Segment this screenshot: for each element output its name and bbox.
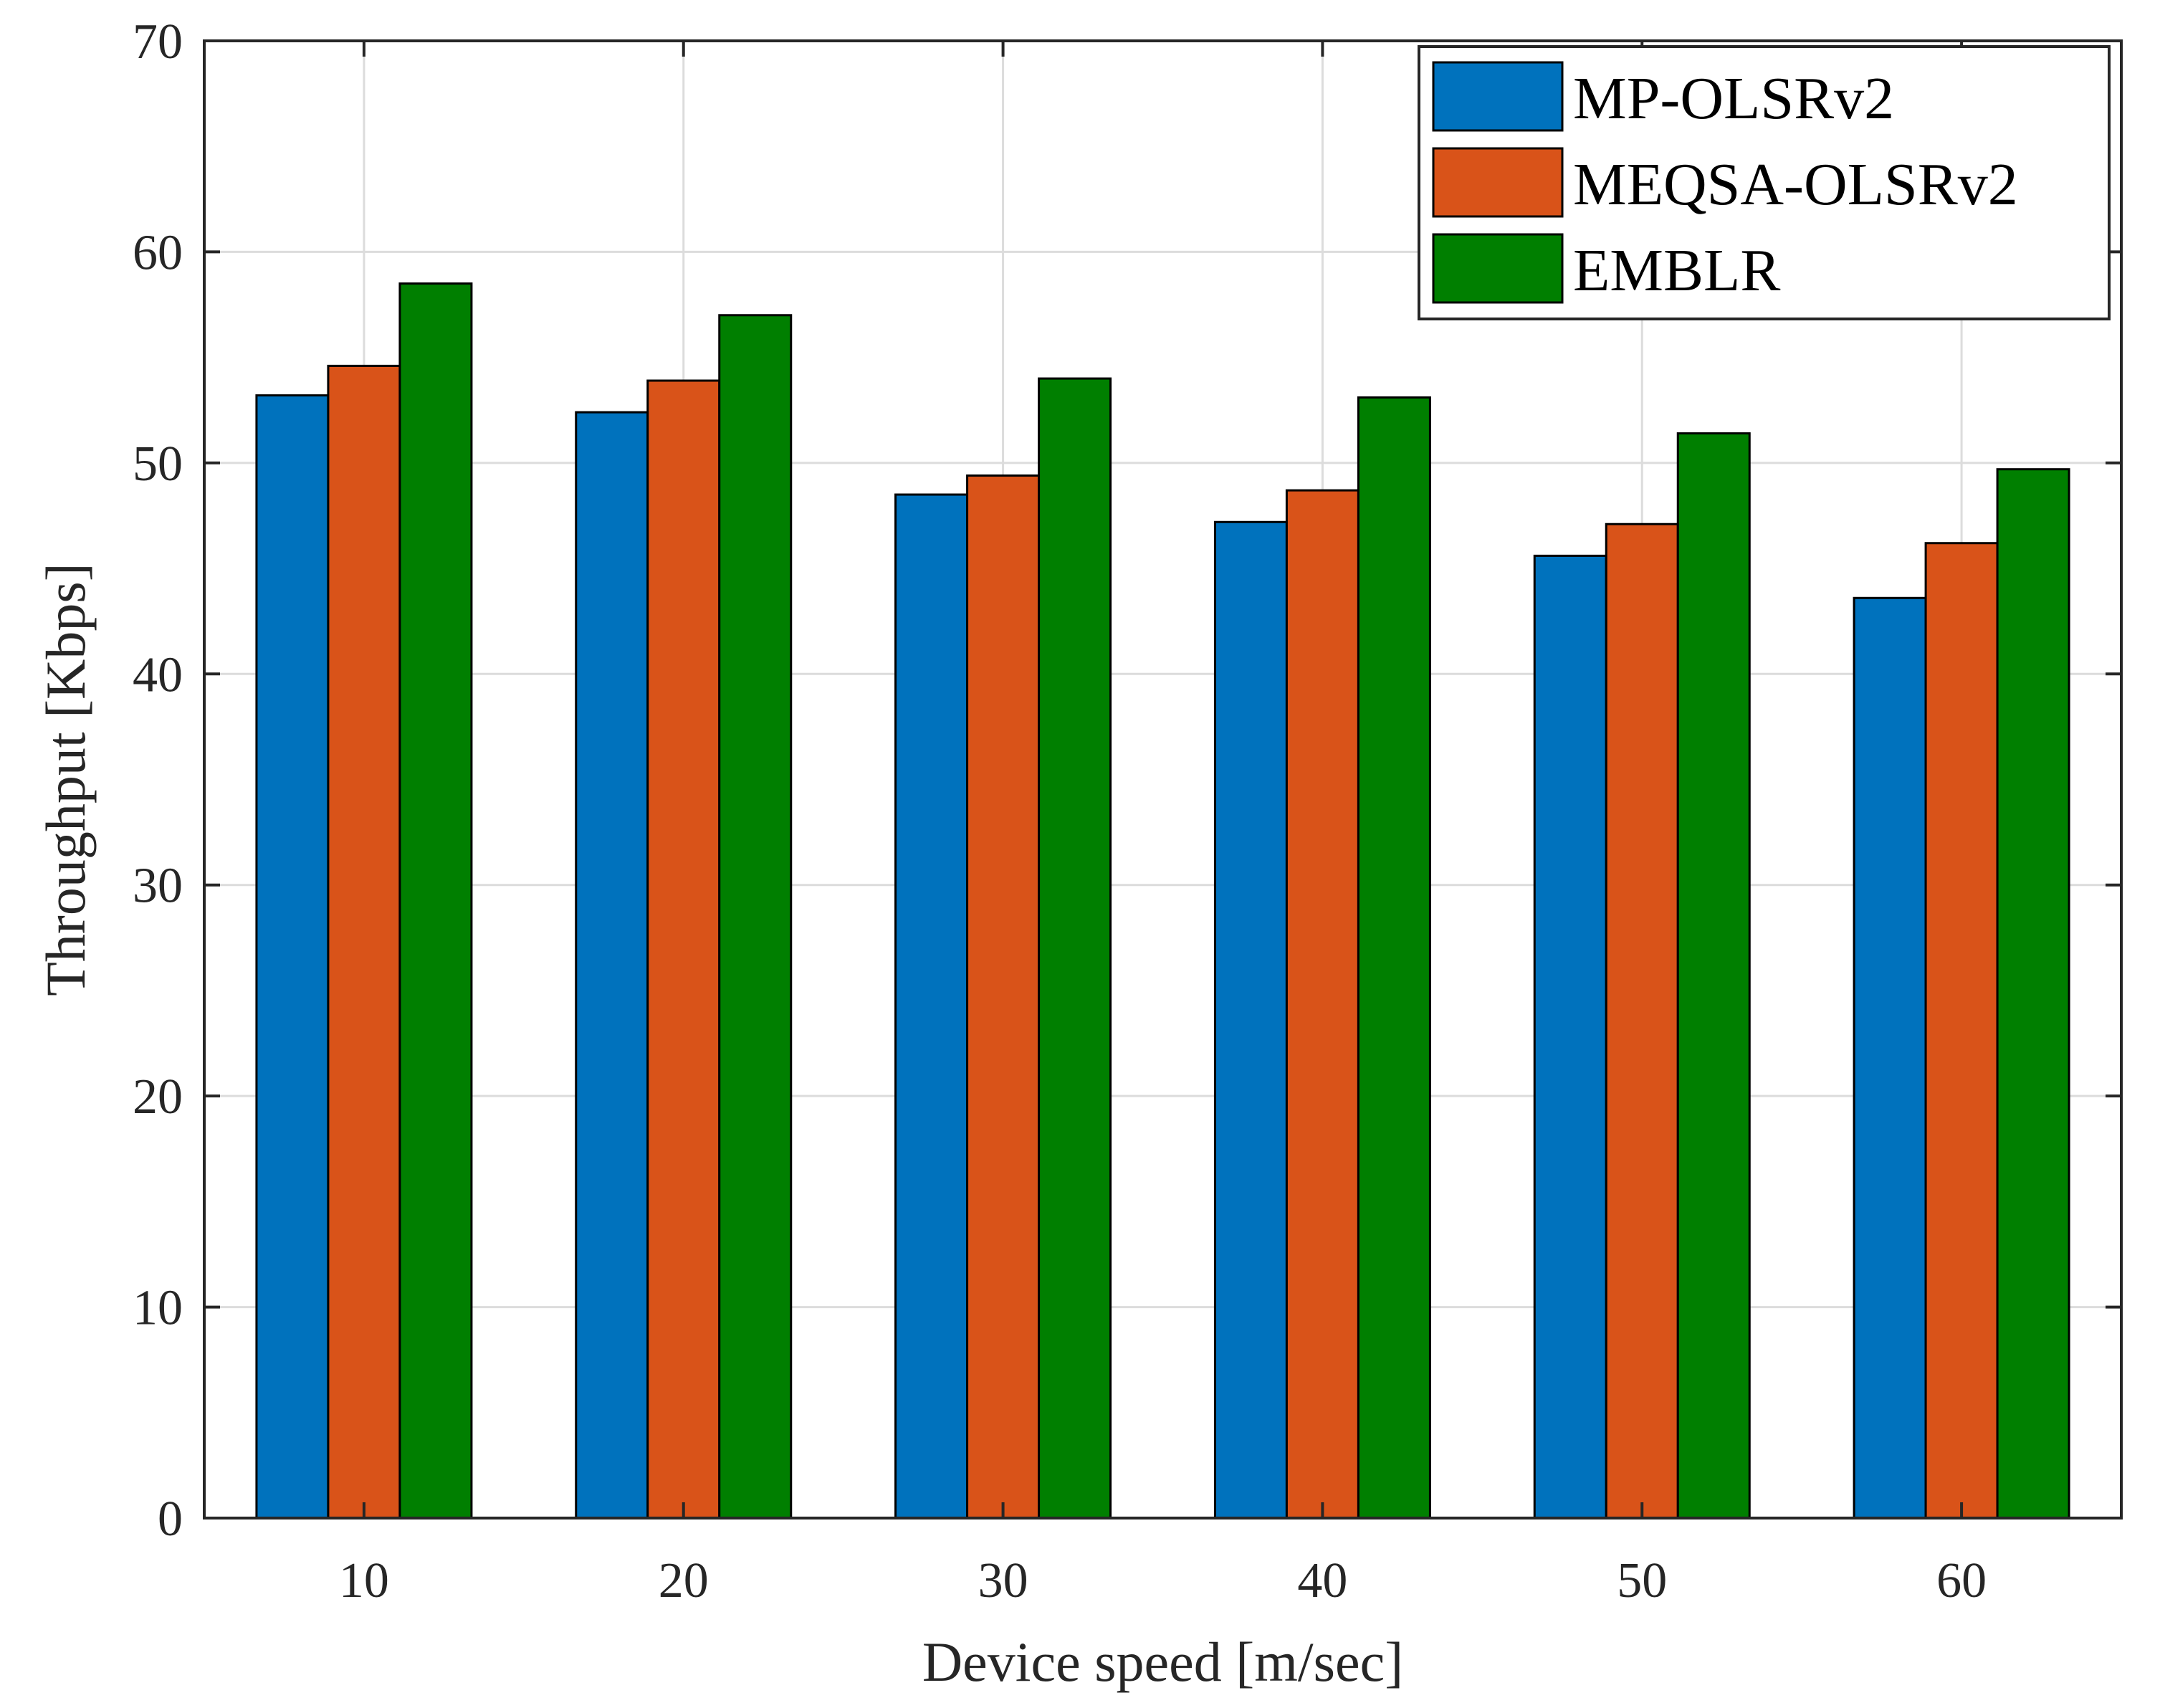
bar-meqsa-olsrv2-60 — [1924, 542, 1999, 1519]
y-tick-label: 40 — [133, 647, 183, 702]
x-axis-title: Device speed [m/sec] — [922, 1631, 1403, 1693]
bar-emblr-50 — [1676, 432, 1751, 1519]
y-tick-label: 30 — [133, 859, 183, 914]
y-axis-title: Throughput [Kbps] — [34, 563, 97, 996]
legend-label-meqsa-olsrv2: MEQSA-OLSRv2 — [1573, 151, 2018, 218]
bar-mp-olsrv2-40 — [1213, 520, 1288, 1519]
y-tick-labels: 0 10 20 30 40 50 60 70 — [133, 14, 183, 1547]
bar-meqsa-olsrv2-40 — [1285, 489, 1359, 1519]
x-tick-label: 10 — [339, 1553, 389, 1608]
bar-emblr-30 — [1038, 377, 1112, 1519]
bar-mp-olsrv2-60 — [1853, 596, 1927, 1519]
legend-swatch-mp-olsrv2 — [1432, 61, 1564, 132]
bar-mp-olsrv2-50 — [1533, 554, 1607, 1519]
bar-emblr-20 — [718, 314, 793, 1519]
bars-layer — [255, 282, 2070, 1519]
y-tick-label: 20 — [133, 1069, 183, 1125]
x-tick-label: 40 — [1297, 1553, 1347, 1608]
legend-swatch-emblr — [1432, 233, 1564, 304]
bar-mp-olsrv2-10 — [255, 394, 330, 1519]
legend-label-mp-olsrv2: MP-OLSRv2 — [1573, 65, 1894, 132]
bar-meqsa-olsrv2-10 — [327, 364, 401, 1519]
x-tick-labels: 10 20 30 40 50 60 — [339, 1553, 1987, 1608]
legend: MP-OLSRv2 MEQSA-OLSRv2 EMBLR — [1418, 45, 2111, 320]
bar-meqsa-olsrv2-30 — [966, 474, 1041, 1519]
legend-label-emblr: EMBLR — [1573, 237, 1780, 304]
bar-emblr-40 — [1357, 396, 1431, 1519]
bar-emblr-60 — [1996, 468, 2070, 1519]
bar-mp-olsrv2-20 — [575, 411, 649, 1519]
y-tick-label: 60 — [133, 225, 183, 280]
y-tick-label: 50 — [133, 436, 183, 492]
bar-meqsa-olsrv2-20 — [646, 379, 721, 1519]
bar-mp-olsrv2-30 — [894, 493, 969, 1519]
y-tick-label: 70 — [133, 14, 183, 70]
x-tick-label: 30 — [978, 1553, 1028, 1608]
axes-frame — [203, 39, 2123, 1519]
x-tick-label: 50 — [1617, 1553, 1667, 1608]
y-tick-label: 10 — [133, 1281, 183, 1336]
x-tick-label: 60 — [1936, 1553, 1987, 1608]
bar-emblr-10 — [398, 282, 473, 1519]
bar-meqsa-olsrv2-50 — [1605, 523, 1679, 1519]
x-tick-label: 20 — [659, 1553, 709, 1608]
y-tick-label: 0 — [158, 1492, 183, 1547]
legend-swatch-meqsa-olsrv2 — [1432, 147, 1564, 218]
